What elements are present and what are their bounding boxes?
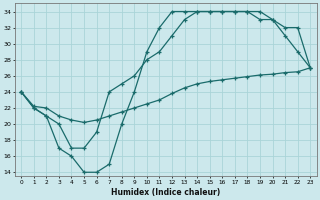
X-axis label: Humidex (Indice chaleur): Humidex (Indice chaleur)	[111, 188, 220, 197]
